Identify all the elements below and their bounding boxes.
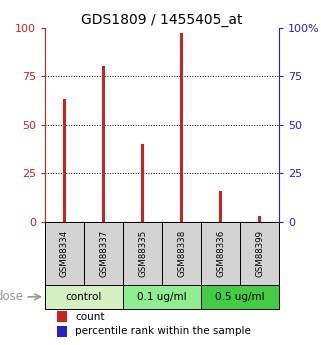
Bar xyxy=(63,99,66,221)
Bar xyxy=(180,33,183,221)
Bar xyxy=(84,221,123,285)
Bar xyxy=(57,326,67,337)
Bar xyxy=(201,221,240,285)
Text: GSM88337: GSM88337 xyxy=(99,229,108,277)
Text: GSM88336: GSM88336 xyxy=(216,229,225,277)
Bar xyxy=(102,66,105,221)
Bar xyxy=(45,285,123,309)
Bar xyxy=(45,221,84,285)
Bar xyxy=(141,144,144,221)
Text: GSM88338: GSM88338 xyxy=(177,229,186,277)
Text: 0.5 ug/ml: 0.5 ug/ml xyxy=(215,292,265,302)
Bar xyxy=(258,216,261,221)
Text: 0.1 ug/ml: 0.1 ug/ml xyxy=(137,292,187,302)
Bar xyxy=(123,285,201,309)
Text: GSM88335: GSM88335 xyxy=(138,229,147,277)
Bar xyxy=(201,285,279,309)
Bar xyxy=(162,221,201,285)
Text: count: count xyxy=(75,312,105,322)
Text: control: control xyxy=(66,292,102,302)
Text: GSM88399: GSM88399 xyxy=(255,230,264,277)
Bar xyxy=(219,190,222,221)
Text: percentile rank within the sample: percentile rank within the sample xyxy=(75,326,251,336)
Bar xyxy=(240,221,279,285)
Bar xyxy=(57,311,67,322)
Title: GDS1809 / 1455405_at: GDS1809 / 1455405_at xyxy=(81,12,243,27)
Text: GSM88334: GSM88334 xyxy=(60,229,69,277)
Bar xyxy=(123,221,162,285)
Text: dose: dose xyxy=(0,290,23,303)
